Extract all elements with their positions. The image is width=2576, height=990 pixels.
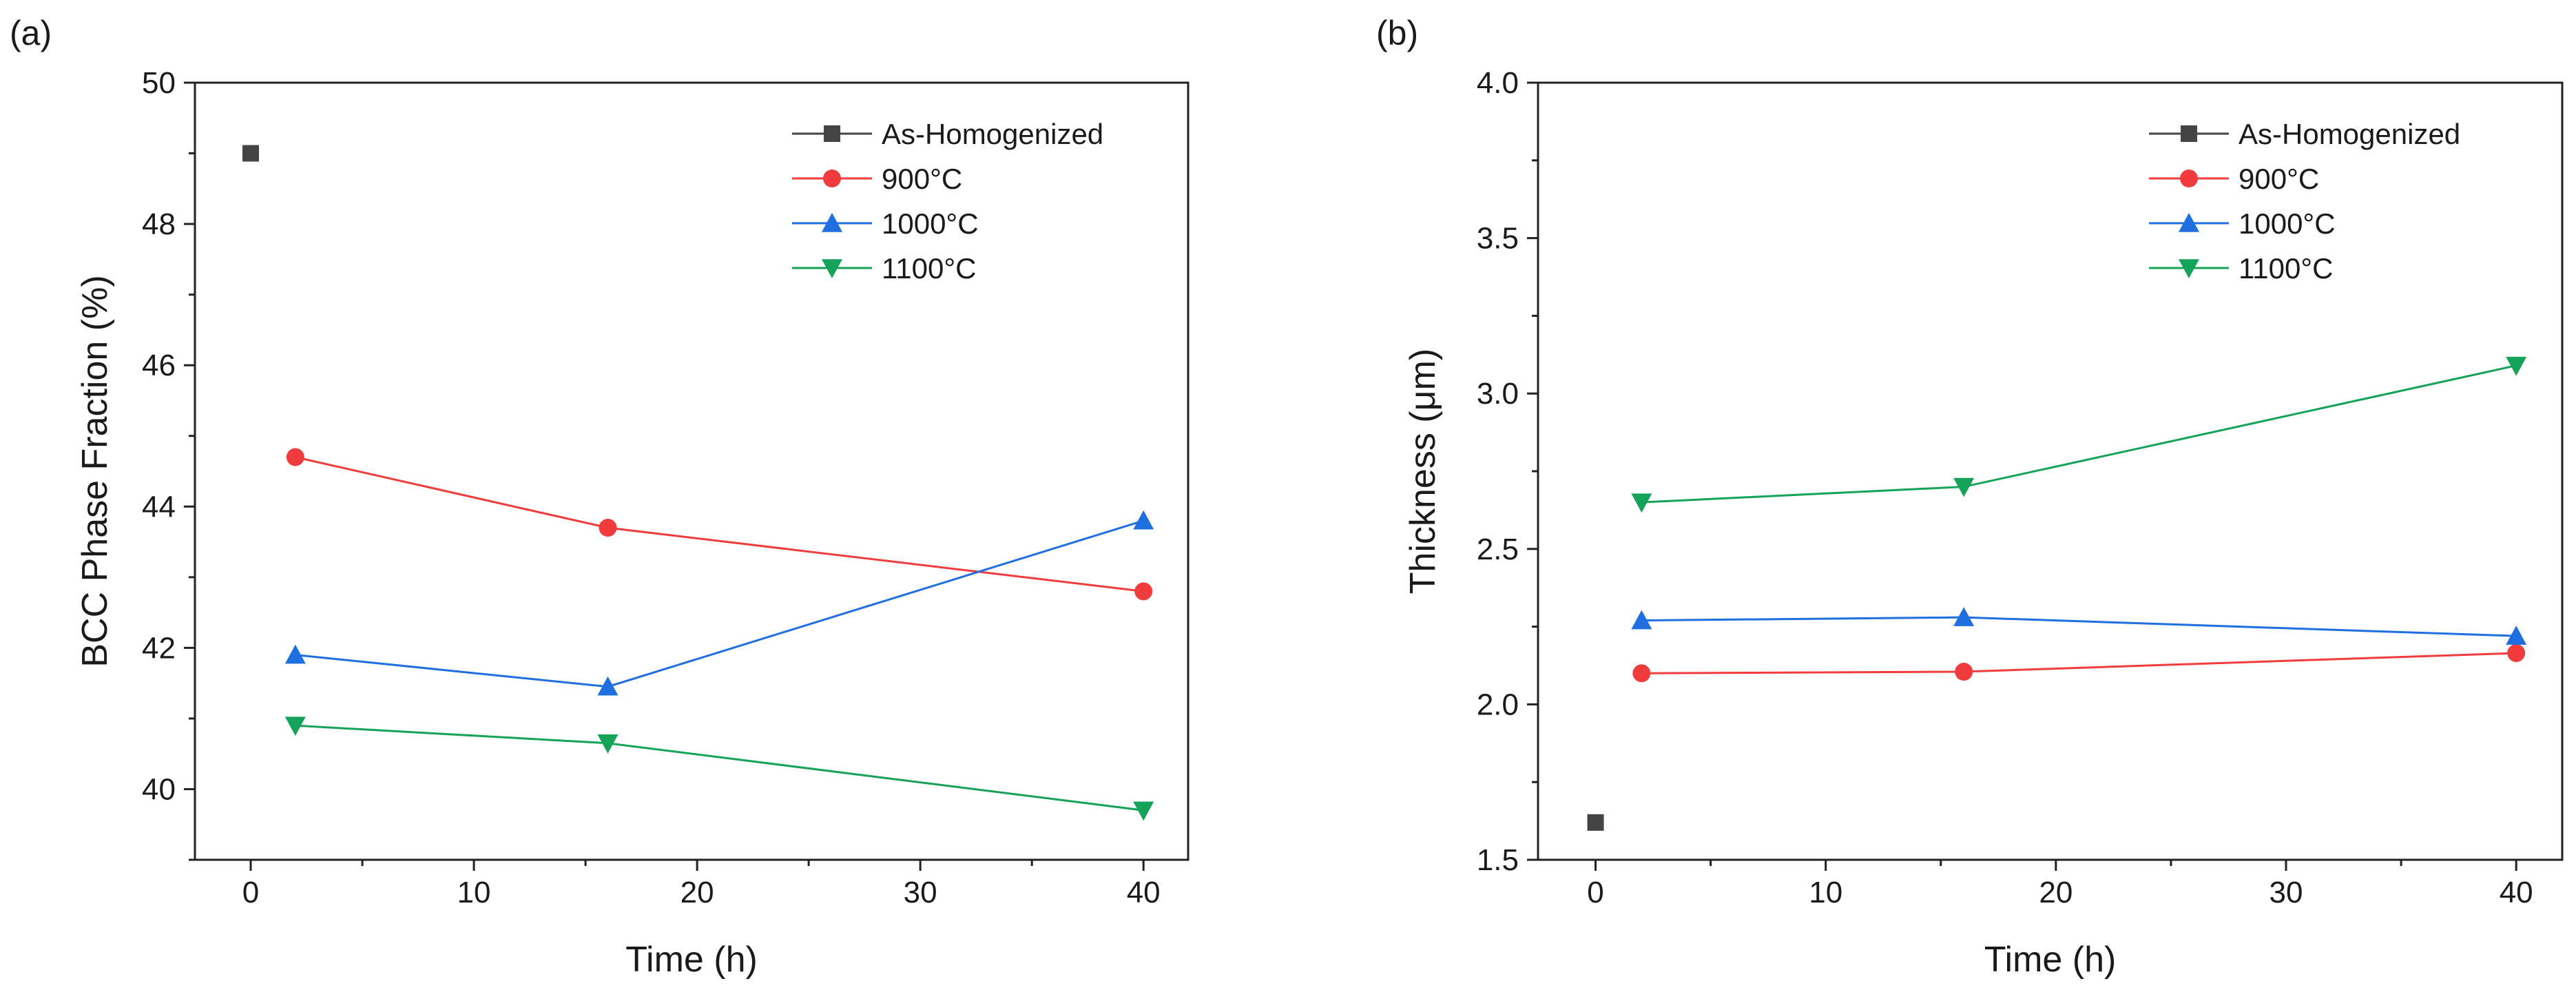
y-tick-label: 46 [142, 349, 176, 382]
legend-item: As-Homogenized [2149, 118, 2460, 150]
data-point [1631, 493, 1652, 513]
y-tick-label: 44 [142, 490, 176, 524]
y-tick-label: 2.0 [1477, 688, 1519, 721]
series-line [295, 519, 1144, 688]
legend-label: 900°C [2239, 163, 2319, 195]
y-tick-label: 3.0 [1477, 377, 1519, 411]
legend-marker [2179, 213, 2199, 232]
data-point [286, 448, 304, 466]
legend-item: 900°C [792, 163, 962, 195]
data-point [597, 676, 619, 696]
y-tick-label: 2.5 [1477, 533, 1519, 566]
y-tick-label: 1.5 [1477, 843, 1519, 877]
chart-panel-1: (b) 0 10 20 30 40 1.5 2.0 2.5 3.0 3.5 4.0 Time (h) Th… [1376, 14, 2564, 980]
x-axis-label: Time (h) [625, 940, 758, 980]
chart-panel-0: (a) 0 10 20 30 40 40 42 44 46 48 50 Time (h) BCC Phas… [10, 14, 1190, 980]
y-tick-label: 3.5 [1477, 222, 1519, 256]
legend: As-Homogenized 900°C 1000°C 1100°C [792, 118, 1103, 285]
legend-label: As-Homogenized [2239, 118, 2460, 150]
legend-label: 1000°C [2239, 207, 2336, 240]
legend-item: 1100°C [792, 252, 976, 285]
legend-label: 1000°C [882, 207, 979, 240]
legend-marker [824, 125, 840, 142]
plot-frame [1537, 81, 2564, 861]
series-1 [1632, 643, 2526, 683]
legend-marker [822, 259, 842, 278]
data-point [1133, 510, 1154, 530]
data-point [242, 145, 260, 162]
y-tick-label: 42 [142, 631, 176, 665]
data-point [1953, 607, 1975, 626]
legend-item: 900°C [2149, 163, 2319, 195]
legend-marker [2181, 125, 2197, 142]
x-tick-label: 20 [2039, 876, 2073, 909]
plot-frame [194, 81, 1190, 861]
series-0 [1587, 814, 1604, 831]
data-point [284, 716, 306, 736]
data-point [1632, 664, 1651, 683]
series-line [295, 456, 1144, 592]
series-line [1641, 364, 2517, 504]
legend-item: 1100°C [2149, 252, 2333, 285]
x-tick-label: 30 [2269, 876, 2303, 909]
data-point [1133, 801, 1154, 821]
y-axis-label: BCC Phase Fraction (%) [75, 275, 115, 667]
data-point [1631, 610, 1652, 630]
series-3 [1631, 356, 2527, 513]
data-point [1134, 582, 1153, 601]
series-3 [284, 716, 1154, 821]
data-point [2506, 626, 2527, 645]
data-point [597, 734, 619, 754]
data-point [2506, 356, 2527, 376]
y-tick-label: 40 [142, 772, 176, 806]
data-point [1953, 477, 1975, 497]
y-tick-label: 4.0 [1477, 66, 1519, 100]
data-point [1587, 814, 1604, 831]
x-tick-label: 20 [681, 876, 714, 909]
legend-marker [822, 213, 842, 232]
series-0 [242, 145, 260, 162]
legend: As-Homogenized 900°C 1000°C 1100°C [2149, 118, 2460, 285]
panel-label: (b) [1376, 14, 1418, 52]
legend-marker [2180, 169, 2198, 187]
panel-label: (a) [10, 14, 52, 52]
legend-label: 1100°C [2239, 252, 2333, 285]
data-point [599, 519, 617, 537]
x-tick-label: 30 [904, 876, 937, 909]
legend-marker [2179, 259, 2199, 278]
y-tick-label: 48 [142, 207, 176, 241]
x-tick-label: 0 [1587, 876, 1603, 909]
legend-item: 1000°C [792, 207, 979, 240]
series-line [295, 724, 1144, 812]
legend-item: As-Homogenized [792, 118, 1103, 150]
x-tick-label: 10 [457, 876, 491, 909]
series-2 [1631, 607, 2527, 645]
x-tick-label: 40 [2500, 876, 2533, 909]
legend-label: 900°C [882, 163, 962, 195]
series-2 [284, 510, 1154, 696]
data-point [1955, 663, 1973, 681]
data-point [2507, 643, 2526, 662]
legend-label: As-Homogenized [882, 118, 1103, 150]
series-1 [286, 448, 1153, 601]
data-point [284, 644, 306, 664]
x-axis-label: Time (h) [1984, 940, 2117, 980]
y-tick-label: 50 [142, 66, 176, 100]
legend-marker [823, 169, 841, 187]
y-axis-label: Thickness (μm) [1403, 349, 1443, 594]
legend-label: 1100°C [882, 252, 976, 285]
x-tick-label: 0 [242, 876, 259, 909]
series-line [1641, 652, 2517, 674]
x-tick-label: 10 [1809, 876, 1842, 909]
x-tick-label: 40 [1127, 876, 1161, 909]
series-line [1641, 616, 2517, 637]
legend-item: 1000°C [2149, 207, 2336, 240]
